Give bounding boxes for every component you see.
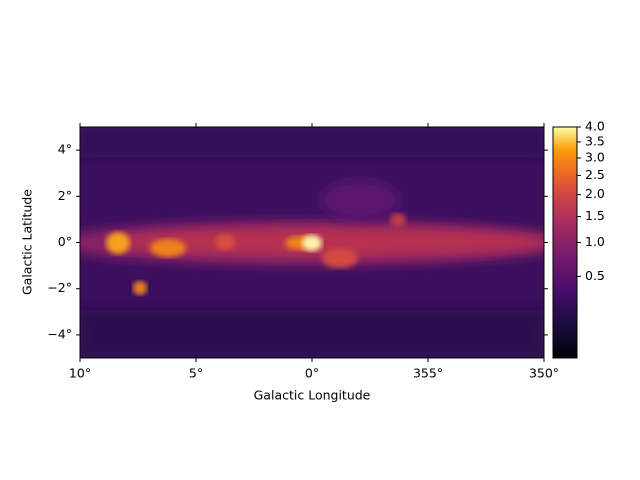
y-tick-label: 4°	[58, 142, 72, 157]
y-axis-label: Galactic Latitude	[20, 189, 35, 295]
y-tick-label: −2°	[47, 280, 72, 295]
y-tick-label: −4°	[47, 326, 72, 341]
sky-map	[80, 127, 544, 358]
colorbar-tick-label: 3.0	[585, 149, 605, 164]
colorbar-tick-label: 2.5	[585, 167, 605, 182]
colorbar-tick-label: 1.0	[585, 234, 605, 249]
colorbar-tick-label: 0.5	[585, 268, 605, 283]
y-tick-label: 2°	[58, 188, 72, 203]
x-axis-label: Galactic Longitude	[254, 388, 371, 403]
x-tick-label: 5°	[189, 366, 203, 381]
colorbar-tick-label: 2.0	[585, 186, 605, 201]
x-tick-label: 355°	[413, 366, 443, 381]
colorbar	[552, 126, 578, 359]
colorbar-tick-label: 1.5	[585, 208, 605, 223]
x-tick-label: 0°	[305, 366, 319, 381]
y-tick-label: 0°	[58, 234, 72, 249]
colorbar-tick-label: 4.0	[585, 119, 605, 134]
x-tick-label: 10°	[69, 366, 91, 381]
colorbar-tick-label: 3.5	[585, 133, 605, 148]
x-tick-label: 350°	[529, 366, 559, 381]
